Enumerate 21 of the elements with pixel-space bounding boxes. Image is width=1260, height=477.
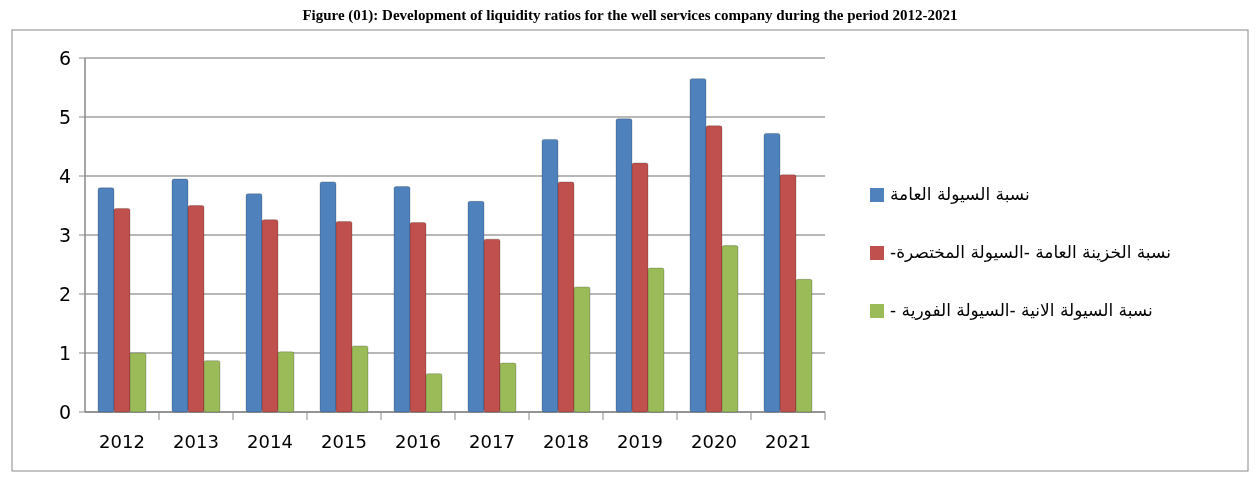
y-tick-label: 1 xyxy=(58,342,71,364)
x-tick-label: 2012 xyxy=(99,431,145,452)
y-tick-label: 6 xyxy=(58,47,71,69)
y-tick-label: 2 xyxy=(58,283,71,305)
y-tick-label: 4 xyxy=(58,165,71,187)
x-tick-label: 2014 xyxy=(247,431,293,452)
x-tick-label: 2019 xyxy=(617,431,663,452)
x-tick-label: 2013 xyxy=(173,431,219,452)
x-tick-label: 2021 xyxy=(765,431,811,452)
x-tick-label: 2018 xyxy=(543,431,589,452)
y-tick-label: 0 xyxy=(58,401,71,423)
x-tick-label: 2016 xyxy=(395,431,441,452)
legend-label: نسبة السيولة العامة xyxy=(890,184,1030,204)
y-tick-label: 5 xyxy=(58,106,71,128)
x-tick-label: 2015 xyxy=(321,431,367,452)
chart-title: Figure (01): Development of liquidity ratios for the well services company during the period 2012-2021 xyxy=(302,7,958,24)
y-tick-label: 3 xyxy=(58,224,71,246)
x-tick-label: 2017 xyxy=(469,431,515,452)
legend-label: نسبة السيولة الانية -السيولة الفورية - xyxy=(890,300,1153,320)
x-tick-label: 2020 xyxy=(691,431,737,452)
legend-label: نسبة الخزينة العامة -السيولة المختصرة- xyxy=(890,242,1171,262)
